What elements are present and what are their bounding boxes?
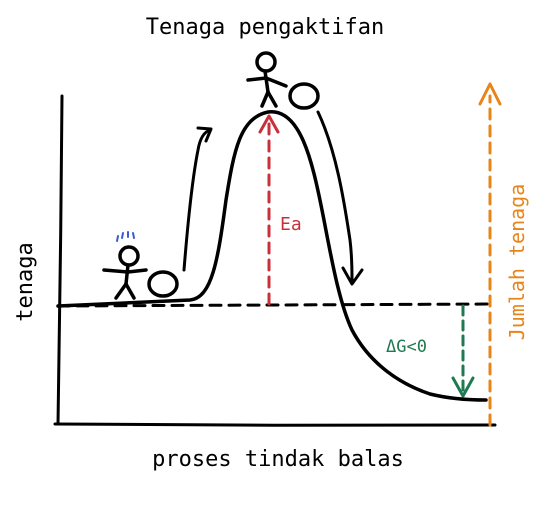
stick-figure-pushing	[102, 245, 148, 300]
downhill-arrowhead	[341, 266, 364, 286]
reactant-level-line	[56, 302, 494, 308]
activation-energy-label: Ea	[280, 214, 302, 235]
delta-g-label: ΔG<0	[386, 337, 427, 357]
reaction-curve	[56, 110, 488, 402]
boulder-peak	[288, 82, 320, 110]
uphill-motion-arrow	[182, 128, 212, 272]
total-energy-arrowhead	[478, 82, 502, 106]
downhill-motion-arrow	[316, 110, 354, 282]
sweat-marks	[116, 231, 135, 242]
stick-figure-on-peak	[246, 51, 288, 108]
total-energy-label: Jumlah tenaga	[505, 184, 529, 341]
uphill-arrowhead	[196, 126, 213, 143]
delta-g-arrowhead	[451, 376, 475, 398]
y-axis-label: tenaga	[13, 242, 38, 321]
boulder-bottom	[147, 270, 179, 298]
diagram-title: Tenaga pengaktifan	[146, 15, 384, 40]
x-axis-label: proses tindak balas	[152, 447, 404, 472]
activation-energy-arrowhead	[258, 114, 280, 134]
y-axis	[56, 94, 64, 426]
x-axis	[53, 422, 497, 427]
